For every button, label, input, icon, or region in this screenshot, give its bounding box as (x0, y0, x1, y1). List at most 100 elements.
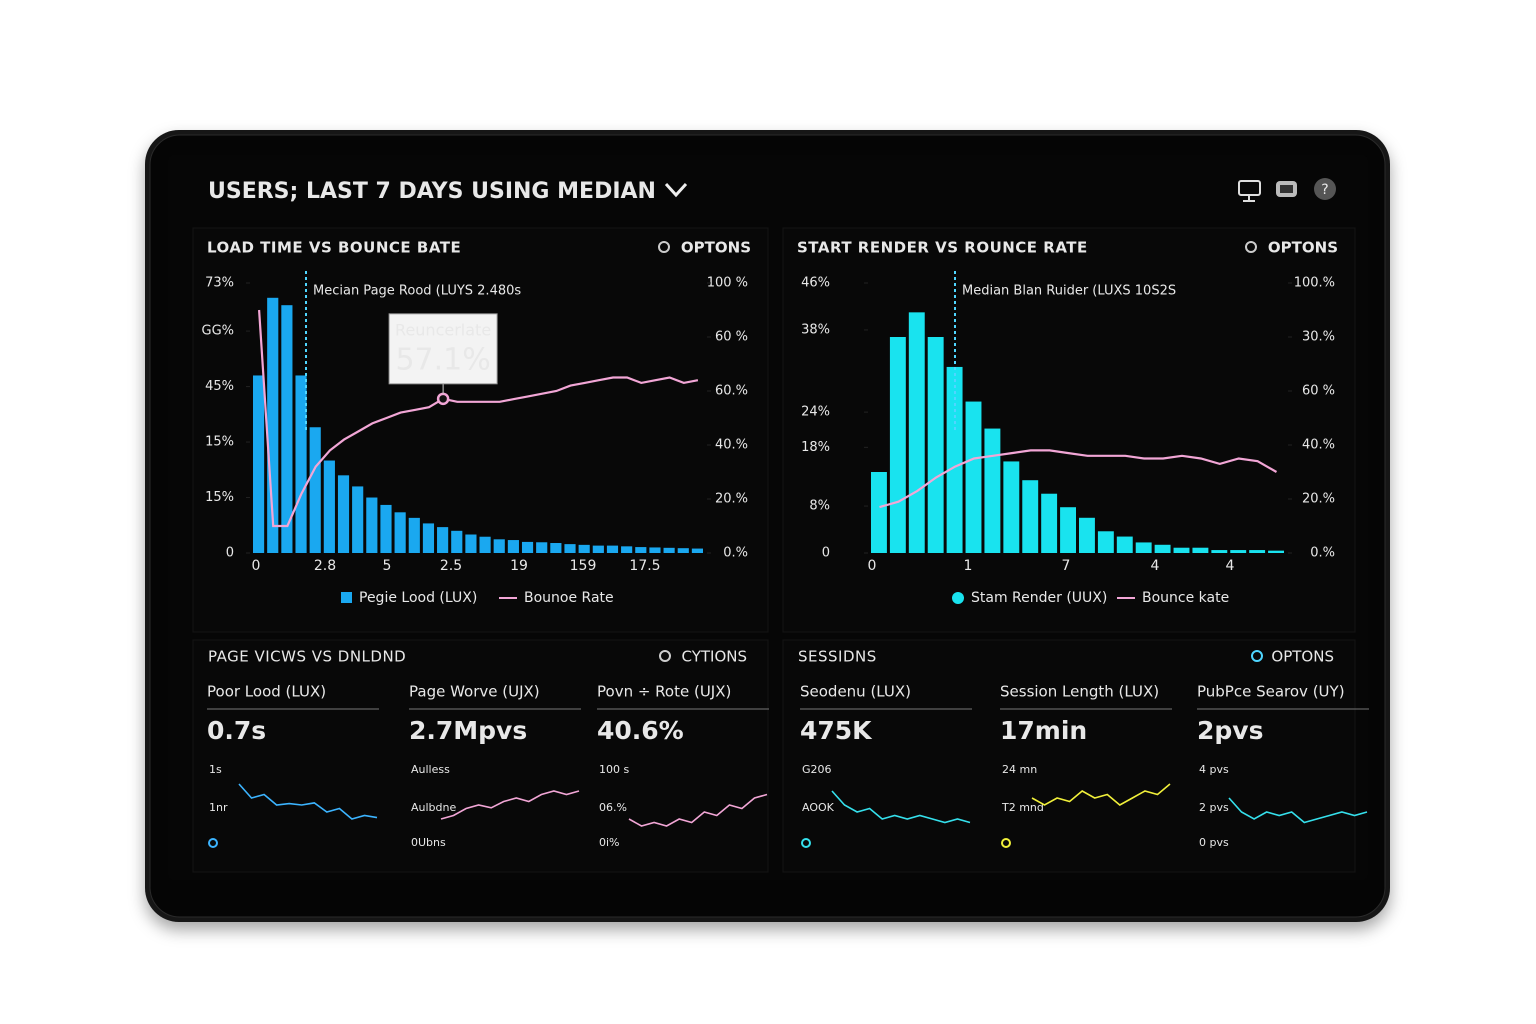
bar (422, 523, 435, 553)
bar (1097, 531, 1114, 553)
sparkline-label: 1s (209, 763, 222, 776)
bar (621, 546, 633, 553)
bar (649, 547, 661, 553)
bounce-line (258, 309, 699, 528)
panel-title: SESSIDNS (798, 648, 877, 666)
y-tick-label: 15% (205, 435, 234, 450)
sparkline-label: 06.% (599, 801, 627, 814)
bar (337, 475, 350, 553)
y2-tick-label: 60.% (715, 384, 748, 399)
y2-tick-label: 100.% (1294, 276, 1335, 291)
tile-value: 2.7Mpvs (409, 716, 527, 745)
x-tick-label: 159 (570, 558, 597, 574)
y-tick-label: 18% (801, 440, 830, 455)
monitor-icon[interactable] (1238, 180, 1261, 202)
bar (408, 517, 420, 553)
bar (295, 375, 307, 553)
x-tick-label: 2.8 (314, 558, 336, 574)
tile-title: Poor Lood (LUX) (207, 683, 326, 701)
sparkline-label: 0i% (599, 836, 620, 849)
x-tick-label: 4 (1151, 558, 1160, 574)
options-button[interactable]: OPTONS (1271, 648, 1334, 666)
panel (782, 227, 1356, 633)
tile-value: 2pvs (1197, 716, 1263, 745)
help-icon[interactable]: ? (1314, 178, 1336, 200)
tile-value: 0.7s (207, 716, 266, 745)
options-icon[interactable] (659, 650, 671, 662)
panel (192, 639, 769, 873)
x-tick-label: 4 (1226, 558, 1235, 574)
bar (663, 547, 675, 553)
panel-title: LOAD TIME VS BOUNCE BATE (207, 239, 461, 257)
bar (908, 312, 925, 553)
x-tick-label: 17.5 (629, 558, 660, 574)
options-icon[interactable] (1245, 241, 1257, 253)
sparkline (238, 783, 378, 820)
sparkline (440, 790, 580, 820)
y2-tick-label: 0.% (723, 546, 748, 561)
sparkline-label: T2 mnd (1001, 801, 1044, 814)
sparkline-label: G206 (802, 763, 832, 776)
bar (521, 541, 534, 553)
sparkline-label: AOOK (802, 801, 835, 814)
sparkline (1228, 797, 1368, 824)
tile-title: Seodenu (LUX) (800, 683, 911, 701)
panel-title: PAGE VICWS VS DNLDND (208, 648, 406, 666)
bar (479, 536, 491, 553)
bar (1268, 550, 1284, 553)
sparkline (831, 790, 971, 824)
tooltip-title: Reuncerlate (395, 320, 491, 339)
bar (1041, 493, 1058, 553)
bar (1079, 517, 1095, 553)
y-tick-label: GG% (202, 324, 235, 339)
bar (1154, 544, 1171, 553)
hover-point (436, 392, 450, 406)
bounce-line (879, 449, 1278, 509)
sparkline-label: 1nr (209, 801, 228, 814)
options-icon[interactable] (658, 241, 670, 253)
options-button[interactable]: OPTONS (681, 239, 751, 257)
y-tick-label: 38% (801, 322, 830, 337)
y2-tick-label: 40.% (715, 438, 748, 453)
options-icon[interactable] (1251, 650, 1263, 662)
x-tick-label: 7 (1062, 558, 1071, 574)
y2-tick-label: 20.% (715, 492, 748, 507)
help-glyph: ? (1321, 182, 1328, 198)
bar (267, 297, 279, 553)
options-button[interactable]: CYTIONS (681, 648, 747, 666)
bar (437, 527, 449, 553)
panel (782, 639, 1356, 873)
options-button[interactable]: OPTONS (1268, 239, 1338, 257)
y2-tick-label: 40.% (1302, 438, 1335, 453)
tile-title: Page Worve (UJX) (409, 683, 540, 701)
x-tick-label: 0 (868, 558, 877, 574)
y-tick-label: 46% (801, 276, 830, 291)
y2-tick-label: 20.% (1302, 492, 1335, 507)
legend-swatch (952, 592, 964, 604)
sparkline (628, 793, 768, 827)
bar (352, 486, 364, 553)
median-annotation: Median Blan Ruider (LUXS 10S2S (962, 284, 1176, 299)
y-tick-label: 0 (226, 546, 234, 561)
sparkline-label: 0Ubns (411, 836, 446, 849)
sparkline-label: 24 mn (1002, 763, 1037, 776)
y-tick-label: 45% (205, 379, 234, 394)
bar (1116, 536, 1133, 553)
page-title[interactable]: USERS; LAST 7 DAYS USING MEDIAN (208, 179, 656, 204)
bar (465, 534, 477, 553)
tile-value: 40.6% (597, 716, 684, 745)
sparkline (1031, 783, 1171, 806)
bar (1003, 461, 1020, 553)
bar (1173, 547, 1190, 553)
bar (1060, 507, 1076, 553)
panel-title: START RENDER VS ROUNCE RATE (797, 239, 1088, 257)
legend-label: Pegie Lood (LUX) (359, 590, 477, 606)
tile-title: Povn ÷ Rote (UJX) (597, 683, 731, 701)
dropdown-chevron[interactable] (664, 182, 688, 198)
sparkline-label: Aulless (411, 763, 450, 776)
bar (323, 460, 335, 553)
window-icon[interactable] (1276, 181, 1297, 197)
bar (592, 545, 604, 553)
sparkline-label: 4 pvs (1199, 763, 1229, 776)
legend-label: Stam Render (UUX) (971, 590, 1107, 606)
